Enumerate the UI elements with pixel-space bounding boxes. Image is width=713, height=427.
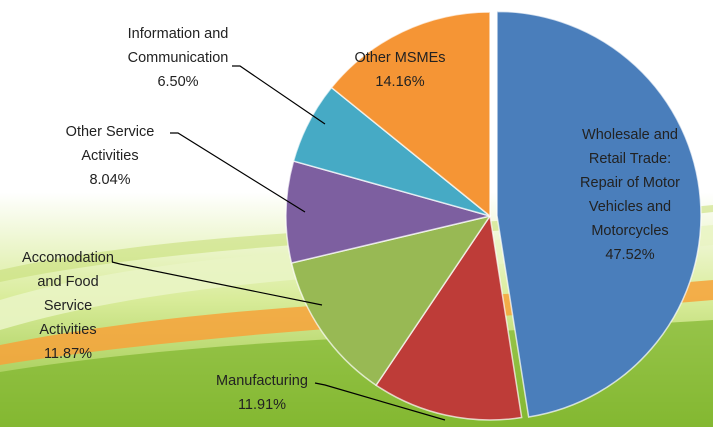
label-line: Retail Trade: [589, 151, 671, 167]
label-line: Wholesale and [582, 127, 678, 143]
leader-line [232, 65, 326, 125]
label-line: Other MSMEs [354, 50, 445, 66]
label-line: Activities [39, 322, 96, 338]
pie-slice [285, 160, 491, 264]
pie-slice [290, 214, 492, 387]
slice-value-label: 11.87% [44, 346, 92, 362]
pie [285, 10, 702, 421]
slice-label: Manufacturing [216, 373, 308, 389]
slice-value-label: 6.50% [157, 74, 198, 90]
slice-value-label: 47.52% [605, 247, 654, 263]
leader-line [170, 132, 306, 213]
label-line: Repair of Motor [580, 175, 680, 191]
slice-value-label: 14.16% [375, 74, 424, 90]
label-line: Other Service [66, 124, 155, 140]
slice-label: Wholesale and Retail Trade: Repair of Moto… [580, 127, 680, 239]
slice-value-label: 11.91% [238, 397, 286, 413]
leader-line [314, 382, 446, 421]
label-line: Accomodation [22, 250, 114, 266]
label-line: Motorcycles [591, 223, 668, 239]
label-line: Manufacturing [216, 373, 308, 389]
label-line: Communication [128, 50, 229, 66]
label-line: Service [44, 298, 92, 314]
labels: Wholesale and Retail Trade: Repair of Moto… [22, 26, 680, 421]
slice-label: Other MSMEs [354, 50, 445, 66]
pie-slice [375, 213, 523, 421]
label-line: Information and [128, 26, 229, 42]
pie-slice [496, 10, 702, 418]
pie-slice [330, 11, 491, 218]
label-line: Vehicles and [589, 199, 671, 215]
slice-label: Other Service Activities [66, 124, 155, 164]
slice-label: Information and Communication [128, 26, 229, 66]
leader-line [111, 261, 323, 306]
slice-label: Accomodation and Food Service Activities [22, 250, 114, 338]
slice-value-label: 8.04% [89, 172, 130, 188]
label-line: and Food [37, 274, 98, 290]
label-line: Activities [81, 148, 138, 164]
